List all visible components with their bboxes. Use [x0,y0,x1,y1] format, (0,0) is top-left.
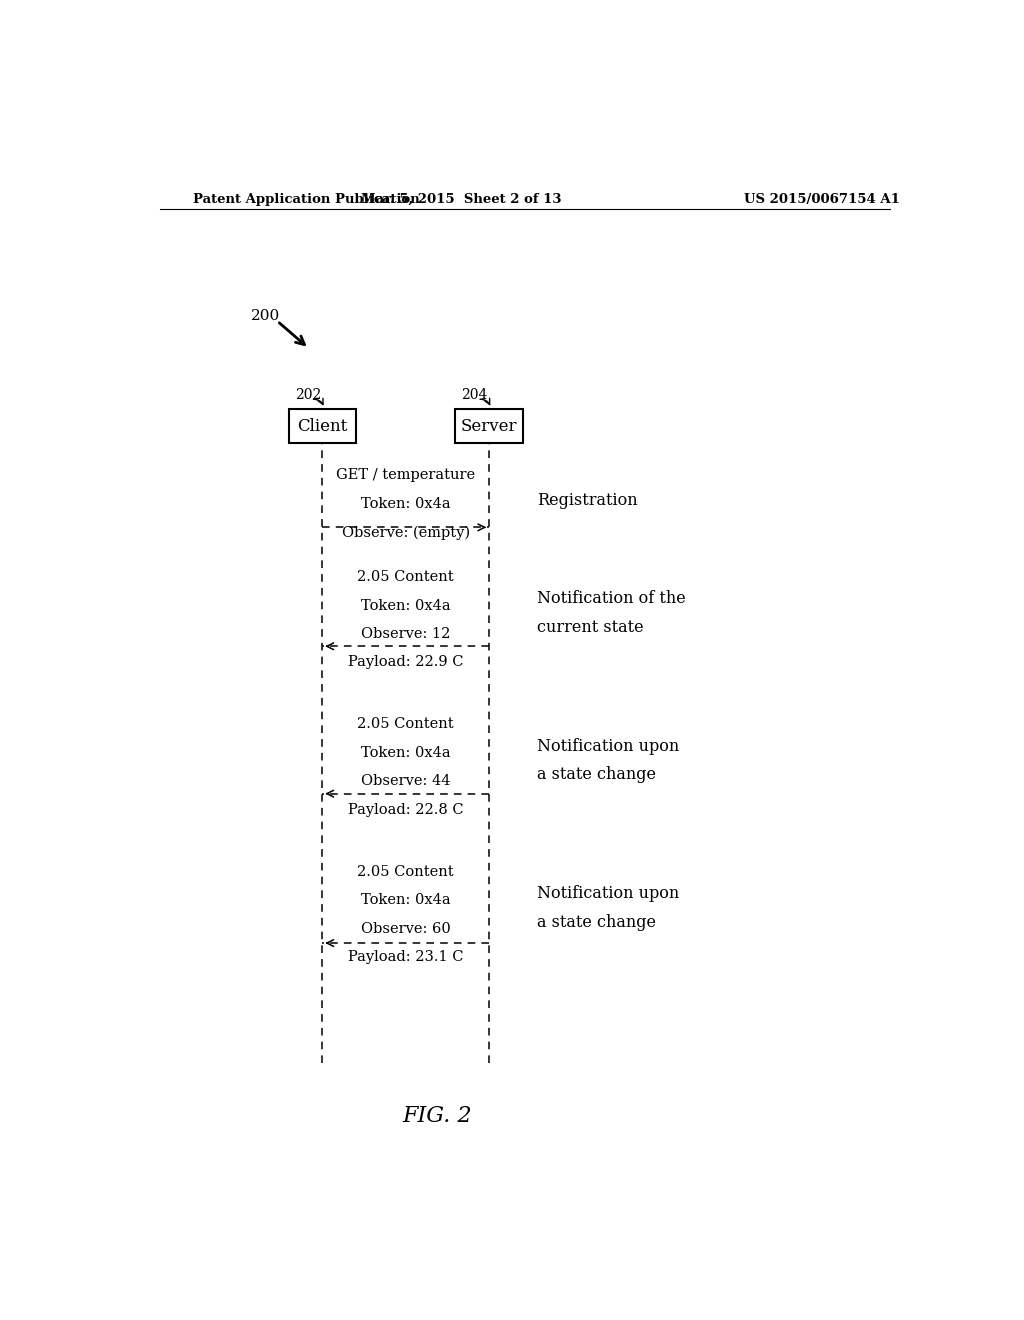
Text: a state change: a state change [537,913,655,931]
Text: 2.05 Content: 2.05 Content [357,718,454,731]
Text: a state change: a state change [537,766,655,783]
Text: Payload: 23.1 C: Payload: 23.1 C [348,950,464,964]
Text: Token: 0x4a: Token: 0x4a [360,598,451,612]
Text: Observe: 60: Observe: 60 [360,921,451,936]
Text: current state: current state [537,619,643,636]
Text: 2.05 Content: 2.05 Content [357,570,454,583]
Text: Client: Client [297,417,347,434]
Text: GET / temperature: GET / temperature [336,469,475,482]
Text: Token: 0x4a: Token: 0x4a [360,894,451,907]
Text: Observe: (empty): Observe: (empty) [342,525,470,540]
Bar [289,409,356,444]
Text: Notification upon: Notification upon [537,886,679,902]
Text: 202: 202 [295,388,321,403]
Text: US 2015/0067154 A1: US 2015/0067154 A1 [744,193,900,206]
Text: Registration: Registration [537,492,637,508]
Text: Mar. 5, 2015  Sheet 2 of 13: Mar. 5, 2015 Sheet 2 of 13 [361,193,561,206]
Text: Token: 0x4a: Token: 0x4a [360,496,451,511]
Text: Server: Server [461,417,517,434]
Text: Payload: 22.8 C: Payload: 22.8 C [348,803,464,817]
Text: Notification of the: Notification of the [537,590,685,607]
Text: 200: 200 [251,309,281,323]
Text: FIG. 2: FIG. 2 [402,1105,472,1127]
Text: Observe: 44: Observe: 44 [361,775,451,788]
Bar [456,409,523,444]
Text: Observe: 12: Observe: 12 [361,627,451,642]
Text: Patent Application Publication: Patent Application Publication [194,193,420,206]
Text: 204: 204 [461,388,487,403]
Text: Payload: 22.9 C: Payload: 22.9 C [348,656,464,669]
Text: Notification upon: Notification upon [537,738,679,755]
Text: Token: 0x4a: Token: 0x4a [360,746,451,760]
Text: 2.05 Content: 2.05 Content [357,865,454,879]
